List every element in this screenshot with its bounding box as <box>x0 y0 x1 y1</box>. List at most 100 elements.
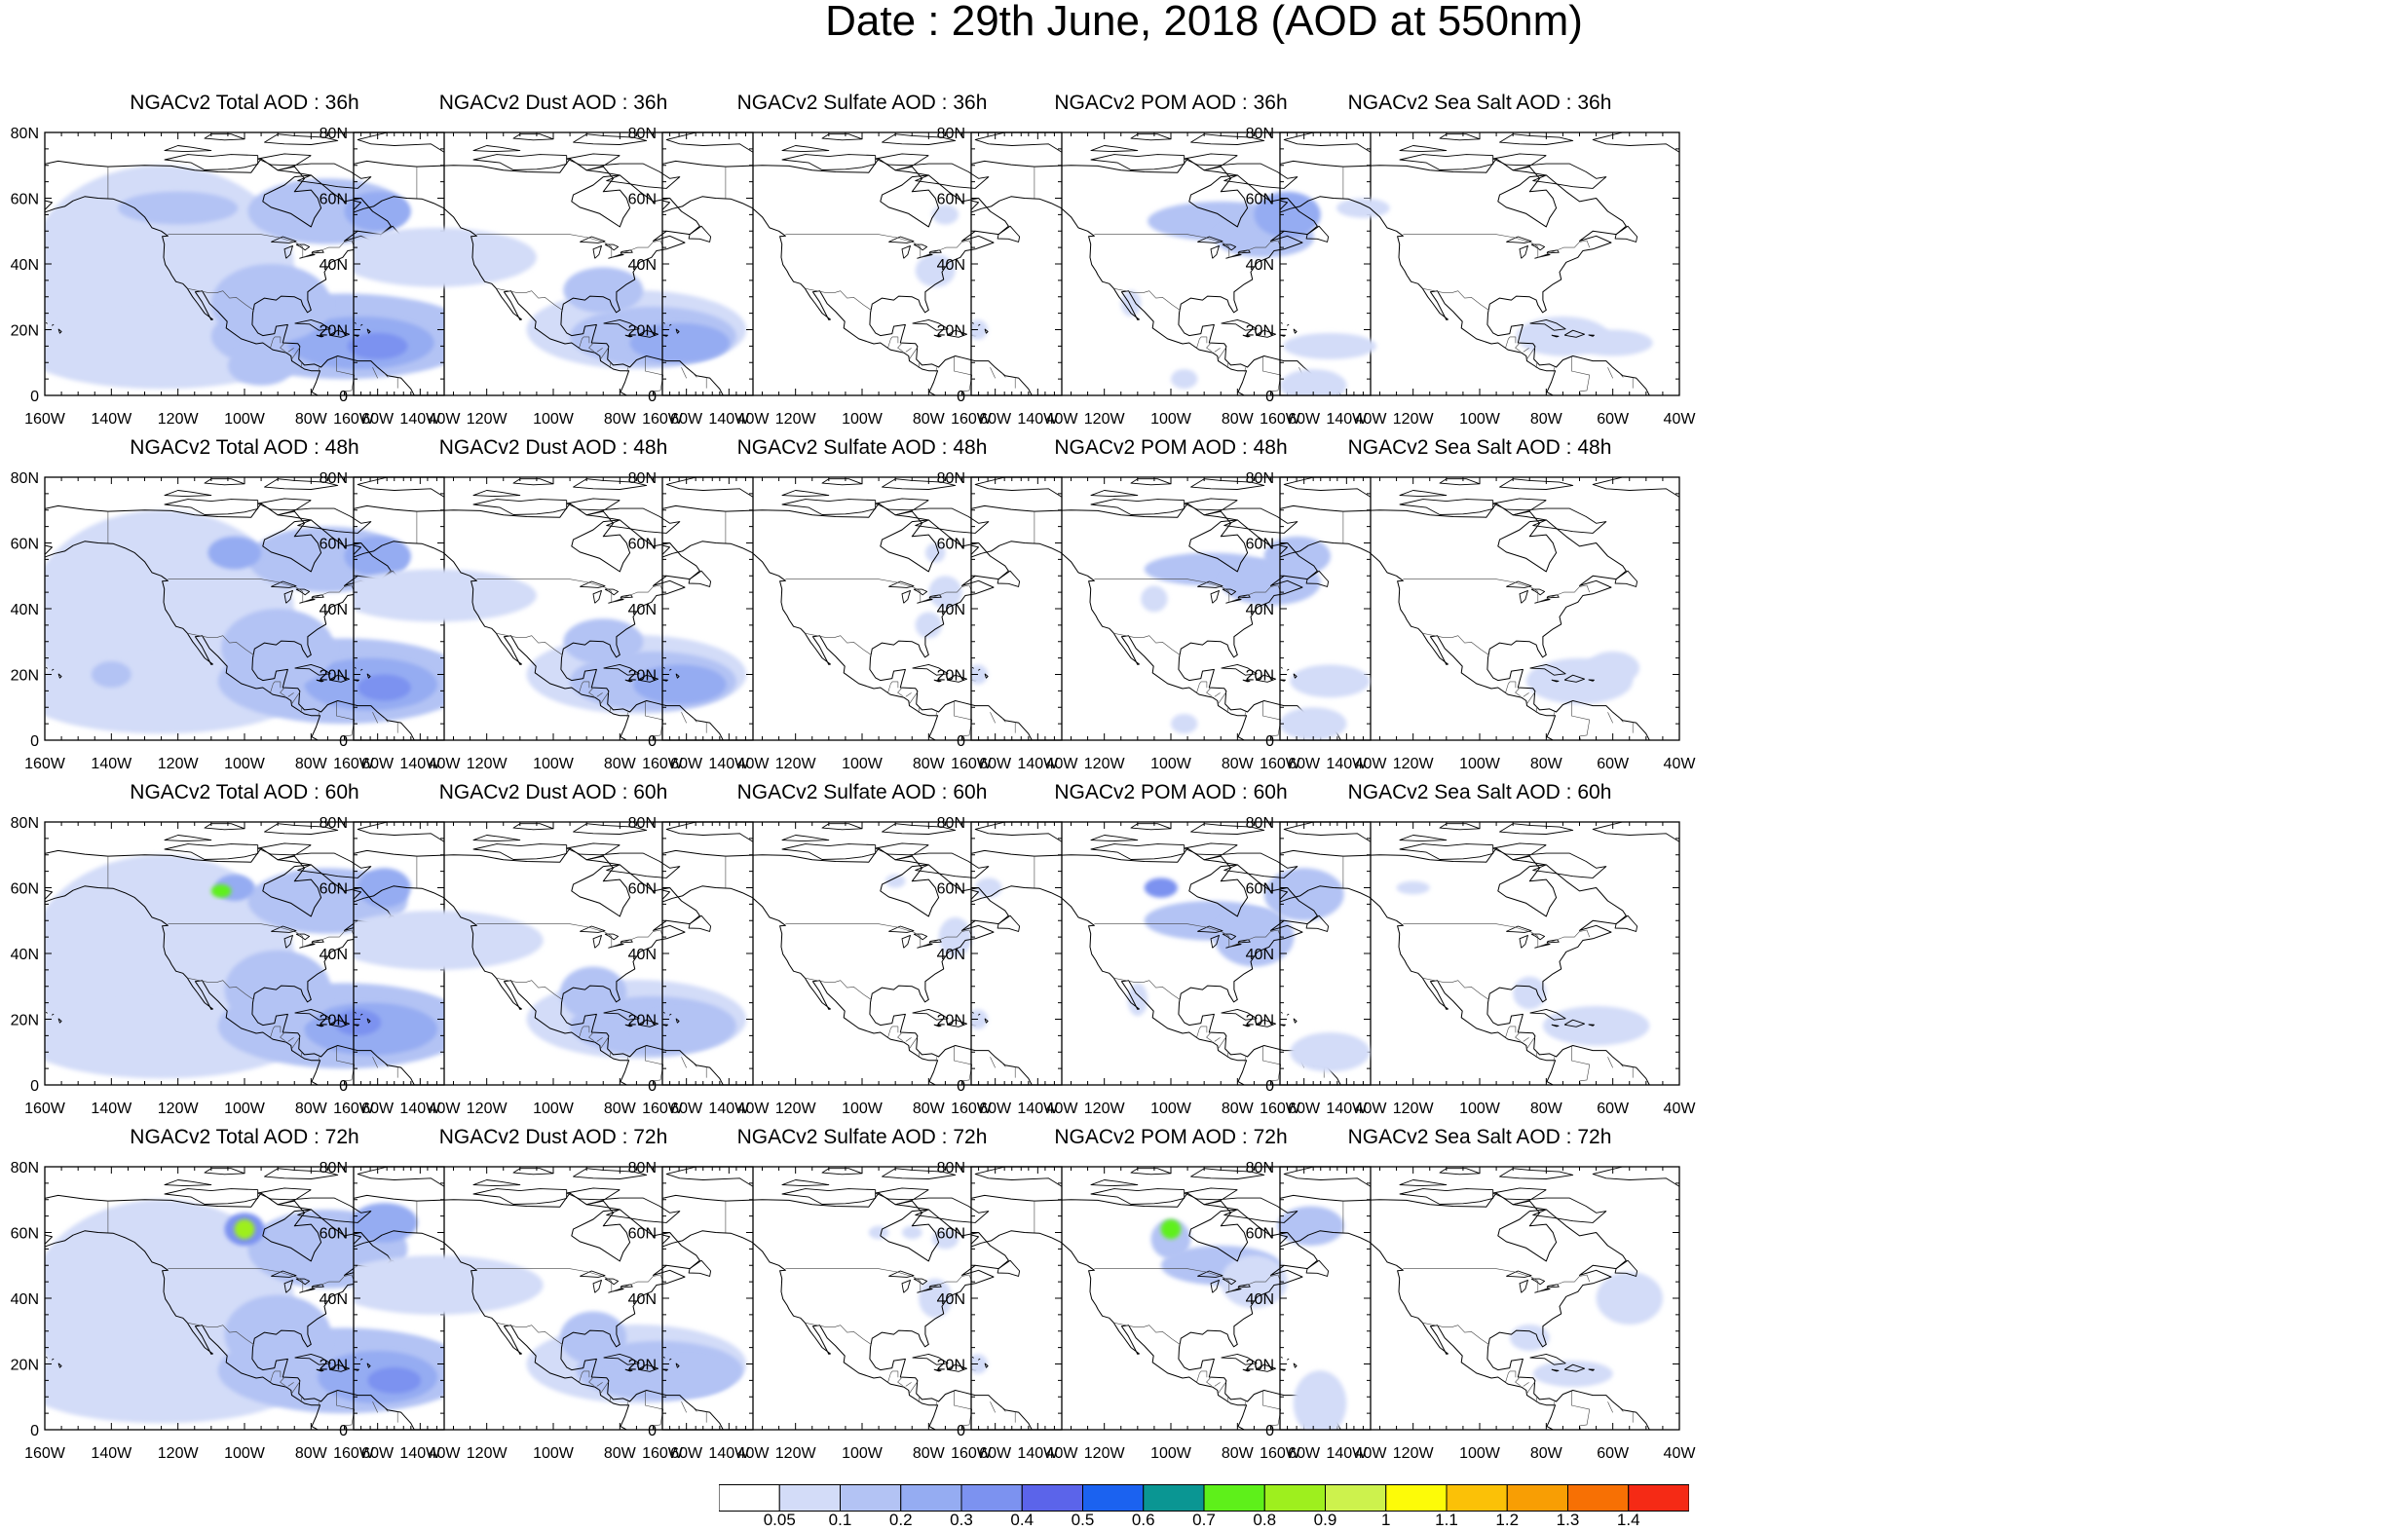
coastline <box>1588 1368 1595 1371</box>
coastline <box>1399 154 1494 170</box>
border-line <box>596 1382 603 1387</box>
border-line <box>1094 923 1282 948</box>
coastline <box>978 1013 981 1016</box>
lat-label: 40N <box>1246 257 1274 274</box>
lon-label: 100W <box>842 756 884 772</box>
lon-label: 40W <box>1664 1101 1697 1117</box>
border-line <box>1226 361 1229 369</box>
border-line <box>1515 1032 1521 1042</box>
lat-label: 0 <box>648 1078 657 1095</box>
coastline <box>566 153 681 189</box>
coastline <box>164 843 259 860</box>
coastline <box>45 321 48 324</box>
border-line <box>1535 361 1538 369</box>
lat-label: 60N <box>320 537 348 553</box>
border-line <box>300 361 303 369</box>
coastline <box>1130 1168 1172 1176</box>
coastline <box>946 674 968 683</box>
lon-label: 140W <box>708 1101 750 1117</box>
border-line <box>693 1062 697 1067</box>
lon-label: 40W <box>737 411 771 428</box>
coastline <box>573 823 648 835</box>
lon-label: 80W <box>1222 756 1255 772</box>
coastline <box>353 334 359 337</box>
border-line <box>1523 692 1529 697</box>
border-line <box>1094 1268 1282 1292</box>
border-line <box>318 1401 320 1406</box>
lon-label: 100W <box>224 756 266 772</box>
coastline <box>875 1187 990 1223</box>
aod-map: 80N 60N 40N 20N 0 160W 140W 120W 100W 80W 60W 40W <box>628 1160 1079 1462</box>
lon-label: 120W <box>1084 1101 1126 1117</box>
border-line <box>990 367 996 379</box>
panel-title: NGACv2 Sulfate AOD : 72h <box>736 1126 988 1148</box>
border-line <box>1403 234 1591 258</box>
coastline <box>45 158 415 395</box>
colorbar-swatch <box>1203 1484 1265 1512</box>
coastline <box>164 145 212 153</box>
aod-patch <box>1293 1370 1347 1430</box>
lon-label: 60W <box>1288 756 1321 772</box>
coastline <box>669 323 672 326</box>
coastline <box>1184 842 1298 878</box>
lon-label: 140W <box>91 1101 132 1117</box>
lat-label: 40N <box>11 947 39 963</box>
coastline <box>1592 822 1679 842</box>
border-line <box>1526 1035 1536 1049</box>
coastline <box>1090 490 1139 498</box>
panel-title: NGACv2 Total AOD : 48h <box>130 436 359 459</box>
lon-label: 60W <box>361 756 395 772</box>
border-line <box>1553 712 1556 717</box>
border-line <box>626 1057 629 1062</box>
lat-label: 20N <box>937 323 965 340</box>
coastline <box>294 1008 331 1021</box>
lat-label: 0 <box>957 733 965 750</box>
coastline <box>1399 499 1494 515</box>
coastline <box>354 503 724 740</box>
lon-label: 40W <box>429 1445 462 1462</box>
aod-map: 80N 60N 40N 20N 0 160W 140W 120W 100W 80W 60W 40W <box>628 815 1079 1117</box>
coastline <box>978 323 981 326</box>
lon-label: 160W <box>24 1101 66 1117</box>
border-line <box>1571 1046 1591 1085</box>
lat-label: 40N <box>1246 602 1274 618</box>
coastline <box>901 589 911 604</box>
border-line <box>1523 348 1529 353</box>
coastline <box>57 328 62 334</box>
coastline <box>1283 132 1371 153</box>
lon-label: 160W <box>1260 411 1301 428</box>
coastline <box>1614 915 1638 932</box>
coastline <box>357 822 444 842</box>
aod-patch <box>1144 878 1178 898</box>
lat-label: 80N <box>937 815 965 832</box>
lat-label: 20N <box>320 1358 348 1374</box>
border-line <box>476 1268 664 1292</box>
lat-label: 80N <box>11 815 39 832</box>
coastline <box>1592 132 1679 153</box>
border-line <box>1535 706 1538 714</box>
lon-label: 60W <box>670 1445 703 1462</box>
border-line <box>887 1026 898 1038</box>
coastline <box>781 1188 877 1205</box>
border-line <box>1001 1406 1006 1412</box>
coastline <box>295 588 311 596</box>
lon-label: 40W <box>1046 756 1079 772</box>
coastline <box>1280 666 1283 669</box>
border-line <box>1526 1380 1536 1394</box>
border-line <box>909 346 919 359</box>
border-line <box>600 346 610 359</box>
coastline <box>294 663 331 676</box>
coastline <box>264 823 339 835</box>
lat-label: 80N <box>11 126 39 142</box>
coastline <box>971 541 1248 740</box>
aod-patch <box>1280 369 1347 395</box>
lon-label: 80W <box>604 756 637 772</box>
aod-patch <box>971 1009 989 1029</box>
panel-title: NGACv2 Dust AOD : 72h <box>438 1126 668 1148</box>
coastline <box>603 1008 640 1021</box>
lon-label: 140W <box>1017 1101 1059 1117</box>
coastline <box>882 1168 957 1179</box>
coastline <box>946 1019 968 1027</box>
aod-patch <box>971 319 989 340</box>
colorbar-swatch <box>1567 1484 1630 1512</box>
